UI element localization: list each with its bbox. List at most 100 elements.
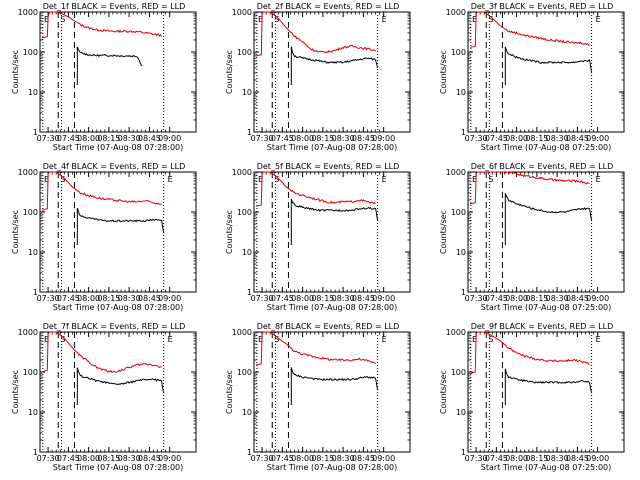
- x-tick-label: 07:45: [485, 294, 508, 303]
- y-tick-label: 10: [28, 248, 38, 257]
- red-series-line: [41, 331, 162, 373]
- event-marker-E: E: [472, 335, 477, 344]
- event-marker-E: E: [44, 15, 49, 24]
- black-series-line: [76, 367, 165, 405]
- x-tick-label: 07:45: [271, 454, 294, 463]
- event-marker-S: S: [274, 335, 279, 344]
- x-tick-label: 08:45: [352, 294, 375, 303]
- black-series-line: [76, 46, 143, 85]
- event-marker-E: E: [258, 335, 263, 344]
- plot-frame: [467, 171, 625, 293]
- panel-title: Det_7f BLACK = Events, RED = LLD: [43, 322, 186, 331]
- event-marker-S: S: [60, 335, 65, 344]
- x-tick-label: 07:30: [37, 134, 60, 143]
- x-tick-label: 08:30: [332, 134, 355, 143]
- panel-title: Det_9f BLACK = Events, RED = LLD: [471, 322, 614, 331]
- y-tick-label: 1000: [446, 8, 466, 17]
- y-axis-label: Counts/sec: [11, 210, 20, 254]
- x-axis-label: Start Time (07-Aug-08 07:28:00): [53, 143, 184, 152]
- x-tick-label: 08:15: [525, 294, 548, 303]
- event-marker-E: E: [44, 175, 49, 184]
- panel-5: Det_5f BLACK = Events, RED = LLD 1 10 100 10…: [225, 162, 411, 312]
- y-tick-label: 10: [242, 248, 252, 257]
- x-tick-label: 08:15: [97, 454, 120, 463]
- x-tick-label: 08:30: [546, 454, 569, 463]
- x-axis-label: Start Time (07-Aug-08 07:28:00): [267, 143, 398, 152]
- y-tick-label: 1: [247, 288, 252, 297]
- panel-title: Det_5f BLACK = Events, RED = LLD: [257, 162, 400, 171]
- x-tick-label: 07:45: [57, 294, 80, 303]
- plot-frame: [253, 171, 411, 293]
- event-marker-E: E: [472, 175, 477, 184]
- x-tick-label: 09:00: [372, 134, 395, 143]
- x-tick-label: 08:45: [566, 454, 589, 463]
- x-tick-label: 08:15: [97, 294, 120, 303]
- y-axis-label: Counts/sec: [225, 50, 234, 94]
- event-marker-E: E: [168, 335, 173, 344]
- plot-frame: [39, 171, 197, 293]
- y-tick-label: 10: [242, 408, 252, 417]
- x-tick-label: 07:30: [251, 134, 274, 143]
- y-axis-label: Counts/sec: [439, 210, 448, 254]
- x-tick-label: 09:00: [372, 294, 395, 303]
- x-tick-label: 08:45: [566, 294, 589, 303]
- x-tick-label: 08:45: [352, 134, 375, 143]
- red-series-line: [41, 171, 162, 211]
- y-axis-label: Counts/sec: [225, 210, 234, 254]
- y-tick-label: 100: [23, 48, 38, 57]
- y-tick-label: 10: [28, 408, 38, 417]
- y-tick-label: 1000: [18, 328, 38, 337]
- panel-title: Det_6f BLACK = Events, RED = LLD: [471, 162, 614, 171]
- event-marker-E: E: [382, 335, 387, 344]
- event-marker-E: E: [44, 335, 49, 344]
- y-tick-label: 100: [23, 208, 38, 217]
- y-tick-label: 1: [247, 448, 252, 457]
- x-tick-label: 09:00: [586, 134, 609, 143]
- black-series-line: [290, 367, 379, 405]
- y-tick-label: 1: [33, 288, 38, 297]
- x-tick-label: 08:45: [138, 454, 161, 463]
- panel-7: Det_7f BLACK = Events, RED = LLD 1 10 100 10…: [11, 322, 197, 472]
- x-tick-label: 08:30: [118, 294, 141, 303]
- x-tick-label: 08:15: [311, 134, 334, 143]
- red-series-line: [255, 171, 376, 207]
- x-tick-label: 07:30: [37, 454, 60, 463]
- event-marker-S: S: [488, 335, 493, 344]
- y-tick-label: 10: [28, 88, 38, 97]
- black-series-line: [504, 368, 593, 405]
- y-axis-label: Counts/sec: [439, 370, 448, 414]
- y-tick-label: 1: [33, 448, 38, 457]
- y-axis-label: Counts/sec: [11, 370, 20, 414]
- y-tick-label: 1: [461, 448, 466, 457]
- x-axis-label: Start Time (07-Aug-08 07:28:00): [53, 303, 184, 312]
- panel-title: Det_2f BLACK = Events, RED = LLD: [257, 2, 400, 11]
- event-marker-S: S: [488, 175, 493, 184]
- x-tick-label: 08:15: [311, 294, 334, 303]
- plot-frame: [39, 11, 197, 133]
- y-tick-label: 1: [461, 128, 466, 137]
- x-tick-label: 07:45: [485, 454, 508, 463]
- black-series-line: [504, 193, 593, 245]
- x-tick-label: 09:00: [372, 454, 395, 463]
- x-tick-label: 08:15: [525, 454, 548, 463]
- x-tick-label: 08:00: [77, 134, 100, 143]
- plot-frame: [253, 11, 411, 133]
- y-tick-label: 100: [237, 208, 252, 217]
- y-axis-label: Counts/sec: [225, 370, 234, 414]
- event-marker-E: E: [472, 15, 477, 24]
- y-tick-label: 1000: [18, 168, 38, 177]
- event-marker-S: S: [60, 175, 65, 184]
- x-tick-label: 09:00: [586, 454, 609, 463]
- x-tick-label: 07:30: [251, 454, 274, 463]
- x-tick-label: 08:15: [525, 134, 548, 143]
- event-marker-E: E: [258, 175, 263, 184]
- panel-title: Det_1f BLACK = Events, RED = LLD: [43, 2, 186, 11]
- red-series-line: [469, 11, 590, 48]
- y-tick-label: 10: [456, 88, 466, 97]
- x-tick-label: 08:30: [546, 294, 569, 303]
- plot-frame: [39, 331, 197, 453]
- y-tick-label: 100: [237, 48, 252, 57]
- y-tick-label: 10: [242, 88, 252, 97]
- black-series-line: [290, 46, 379, 85]
